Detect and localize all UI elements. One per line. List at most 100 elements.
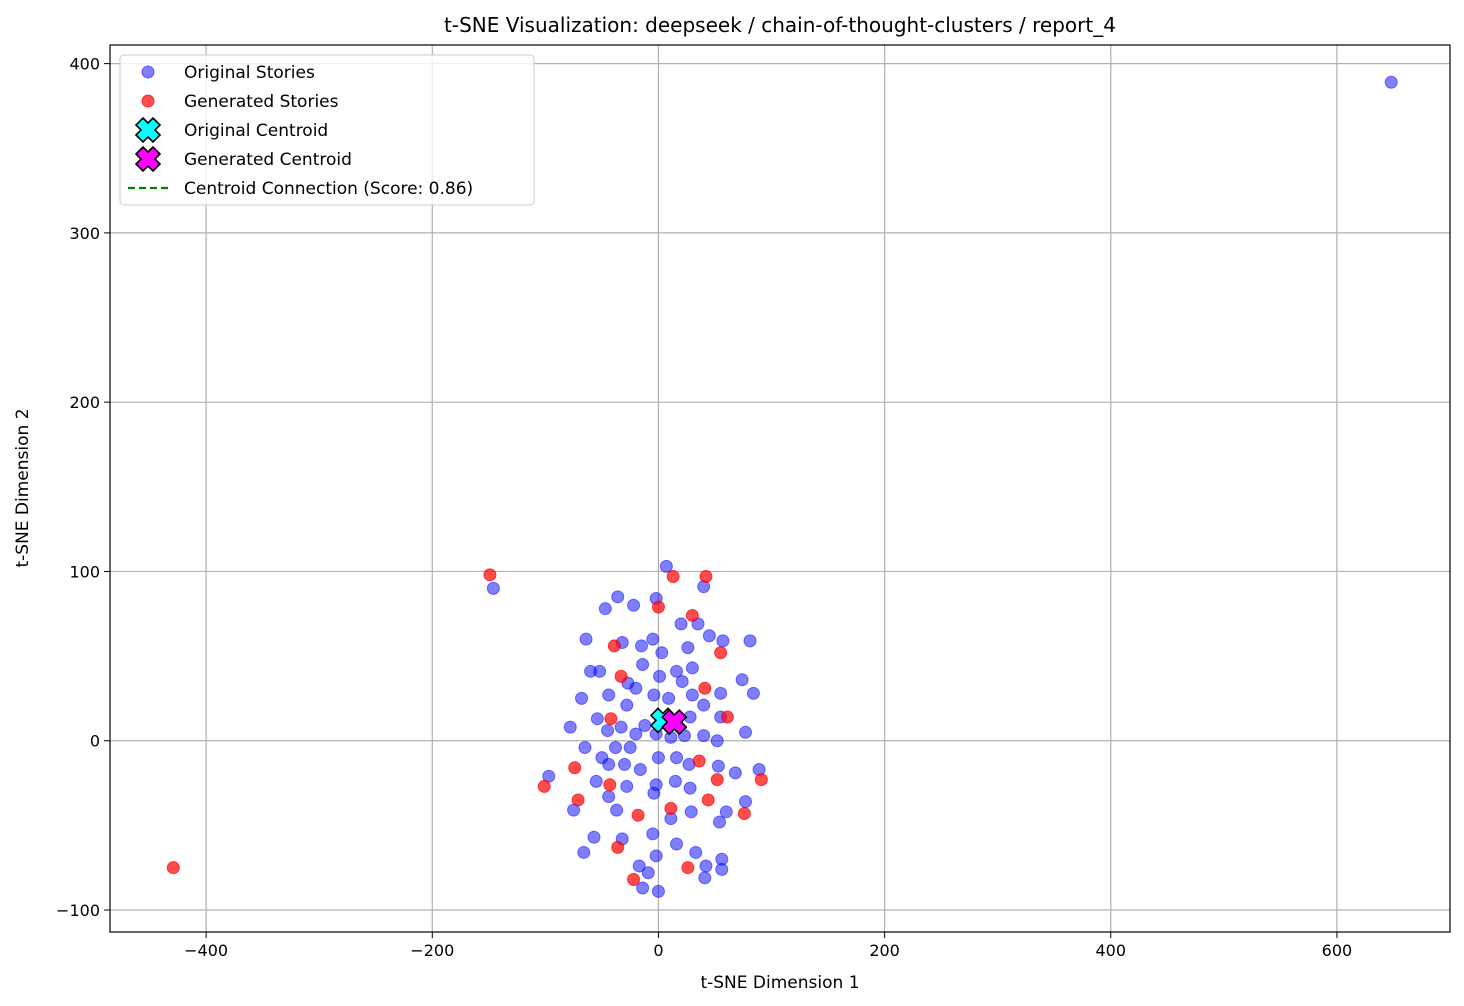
original-story-point [1384, 75, 1398, 89]
original-story-point [746, 686, 760, 700]
original-story-point [620, 779, 634, 793]
original-story-point [602, 688, 616, 702]
original-story-point [683, 781, 697, 795]
generated-story-point [664, 801, 678, 815]
original-story-point [620, 698, 634, 712]
original-story-point [601, 724, 615, 738]
generated-story-point [699, 570, 713, 584]
original-story-point [713, 815, 727, 829]
original-story-point [698, 871, 712, 885]
original-story-point [611, 590, 625, 604]
original-story-point [602, 757, 616, 771]
original-story-point [674, 617, 688, 631]
y-tick-label: 100 [69, 562, 100, 581]
legend-label-original-centroid: Original Centroid [184, 121, 328, 141]
original-story-point [719, 805, 733, 819]
generated-story-point [631, 808, 645, 822]
original-story-point [587, 830, 601, 844]
generated-story-point [603, 778, 617, 792]
original-story-point [728, 766, 742, 780]
original-story-point [739, 725, 753, 739]
original-story-point [629, 727, 643, 741]
generated-story-point [568, 761, 582, 775]
generated-story-point [611, 840, 625, 854]
legend-box [119, 54, 535, 206]
original-story-point [681, 641, 695, 655]
original-story-point [651, 884, 665, 898]
original-story-point [685, 688, 699, 702]
generated-story-point [651, 600, 665, 614]
original-story-point [602, 790, 616, 804]
legend-label-generated-stories: Generated Stories [184, 92, 339, 112]
x-tick-label: −200 [410, 941, 454, 960]
x-tick-label: 200 [869, 941, 900, 960]
original-story-point [702, 629, 716, 643]
original-story-point [575, 691, 589, 705]
generated-story-point [692, 754, 706, 768]
original-story-point [486, 581, 500, 595]
generated-story-point [681, 861, 695, 875]
generated-story-point [537, 779, 551, 793]
original-story-point [614, 720, 628, 734]
original-story-point [684, 805, 698, 819]
generated-story-point [701, 793, 715, 807]
original-story-point [649, 849, 663, 863]
original-story-point [697, 729, 711, 743]
y-tick-label: 200 [69, 393, 100, 412]
generated-story-point [754, 773, 768, 787]
original-story-point [662, 691, 676, 705]
legend-marker-original-centroid [134, 116, 162, 144]
original-story-point [593, 664, 607, 678]
original-story-point [618, 757, 632, 771]
original-story-point [627, 598, 641, 612]
legend: Original Stories Generated Stories Origi… [119, 54, 535, 206]
original-story-point [735, 673, 749, 687]
y-tick-label: 300 [69, 224, 100, 243]
generated-story-point [666, 570, 680, 584]
original-story-point [715, 862, 729, 876]
original-story-point [647, 688, 661, 702]
y-tick-label: 0 [90, 732, 100, 751]
original-story-point [634, 639, 648, 653]
x-tick-label: 400 [1095, 941, 1126, 960]
x-tick-label: −400 [184, 941, 228, 960]
original-story-point [610, 803, 624, 817]
original-story-point [636, 881, 650, 895]
original-story-point [646, 632, 660, 646]
generated-story-point [483, 568, 497, 582]
original-story-point [647, 786, 661, 800]
original-story-point [563, 720, 577, 734]
legend-label-original-stories: Original Stories [184, 63, 315, 83]
original-story-point [577, 845, 591, 859]
y-axis-label: t-SNE Dimension 2 [13, 408, 33, 567]
legend-marker-generated-centroid [134, 145, 162, 173]
centroids [649, 707, 688, 736]
original-story-point [641, 866, 655, 880]
original-story-point [716, 634, 730, 648]
generated-story-point [720, 710, 734, 724]
generated-centroid-marker [661, 708, 688, 736]
plot-area-frame [109, 44, 1451, 933]
original-story-point [636, 658, 650, 672]
original-story-point [646, 827, 660, 841]
generated-story-point [685, 608, 699, 622]
original-story-point [598, 602, 612, 616]
original-story-point [623, 740, 637, 754]
original-story-point [675, 674, 689, 688]
original-story-point [699, 859, 713, 873]
original-story-point [711, 759, 725, 773]
original-story-point [579, 632, 593, 646]
x-axis-label: t-SNE Dimension 1 [700, 973, 859, 993]
generated-story-point [166, 861, 180, 875]
generated-story-point [698, 681, 712, 695]
generated-story-point [710, 773, 724, 787]
y-tick-label: −100 [56, 901, 100, 920]
original-story-point [670, 837, 684, 851]
generated-story-point [571, 793, 585, 807]
x-tick-label: 600 [1322, 941, 1353, 960]
original-story-point [689, 845, 703, 859]
original-story-point [670, 751, 684, 765]
original-story-point [739, 795, 753, 809]
original-story-point [608, 740, 622, 754]
grid-lines [110, 45, 1450, 932]
